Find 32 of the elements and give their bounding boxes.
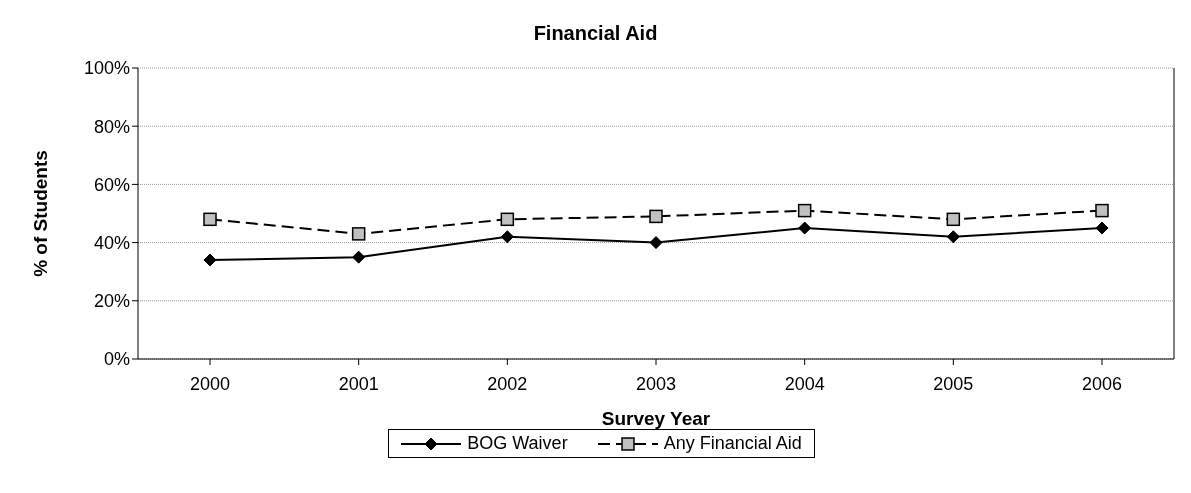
point bbox=[500, 230, 514, 244]
x-tick-label: 2005 bbox=[933, 373, 974, 394]
y-axis-title: % of Students bbox=[29, 150, 51, 277]
y-tick-label: 40% bbox=[93, 232, 130, 253]
x-axis-title: Survey Year bbox=[601, 408, 711, 429]
chart-title: Financial Aid bbox=[532, 22, 659, 46]
point bbox=[798, 221, 812, 235]
y-tick-label: 20% bbox=[93, 291, 130, 312]
point bbox=[351, 227, 366, 241]
point bbox=[203, 212, 217, 227]
x-tick-label: 2004 bbox=[784, 373, 825, 394]
point bbox=[352, 250, 366, 264]
y-tick-label: 60% bbox=[93, 174, 130, 195]
legend-label: BOG Waiver bbox=[467, 433, 568, 454]
y-tick-label: 100% bbox=[83, 58, 130, 79]
point bbox=[500, 212, 515, 227]
point bbox=[797, 203, 812, 218]
point bbox=[649, 236, 663, 250]
point bbox=[1095, 203, 1109, 218]
x-tick-label: 2001 bbox=[338, 373, 379, 394]
x-tick-label: 2003 bbox=[635, 373, 677, 394]
point bbox=[1095, 221, 1109, 235]
legend-label: Any Financial Aid bbox=[663, 433, 802, 454]
y-tick-label: 80% bbox=[93, 116, 130, 137]
x-tick-label: 2000 bbox=[189, 373, 231, 394]
y-tick-label: 0% bbox=[103, 349, 130, 370]
point bbox=[946, 212, 961, 227]
point bbox=[946, 230, 960, 244]
point bbox=[203, 253, 217, 267]
x-tick-label: 2006 bbox=[1081, 373, 1123, 394]
point bbox=[649, 209, 663, 224]
x-tick-label: 2002 bbox=[487, 373, 528, 394]
